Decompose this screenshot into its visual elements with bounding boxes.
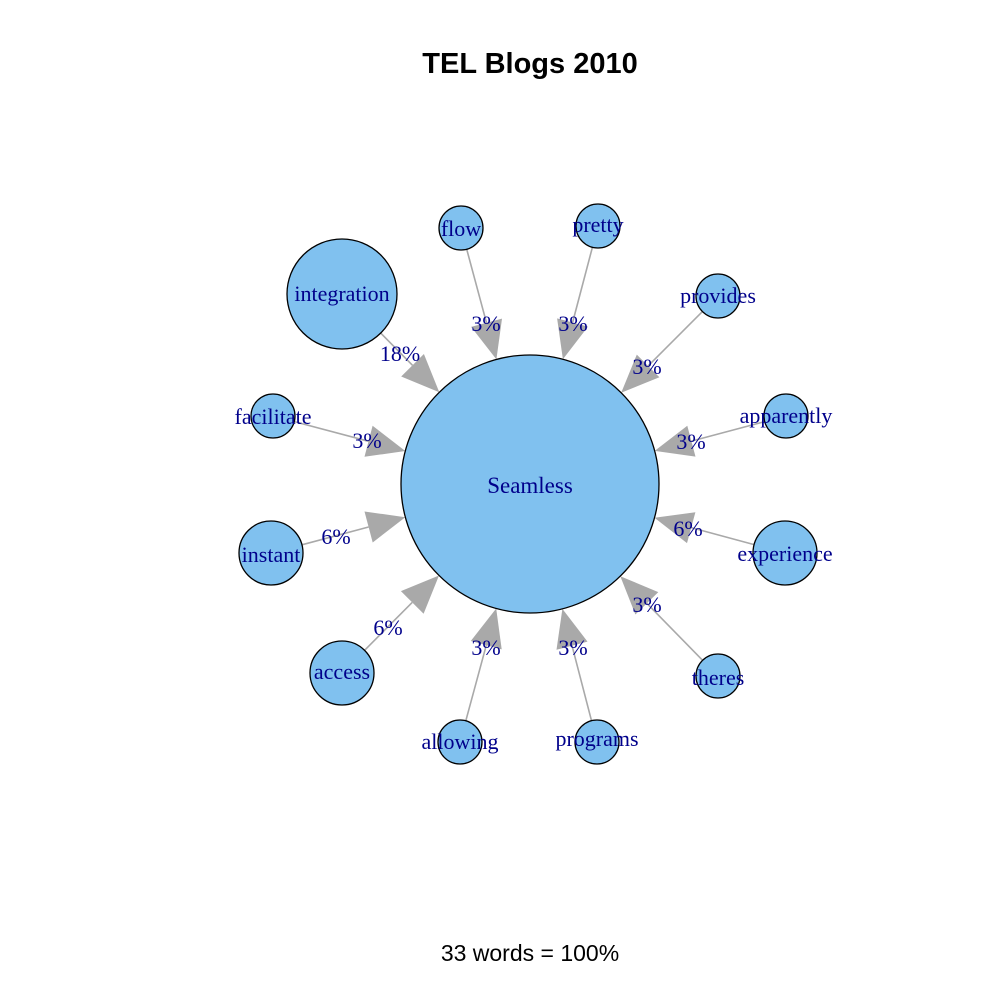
arrowhead-theres xyxy=(620,576,659,615)
node-pretty xyxy=(575,203,621,249)
arrowhead-pretty xyxy=(557,318,588,360)
edge-instant xyxy=(301,526,369,546)
nodes-layer: integration 18% flow 3% pretty 3% provides 3% ap… xyxy=(235,203,833,765)
edge-percent-flow: 3% xyxy=(471,311,500,336)
edge-experience xyxy=(690,526,755,546)
edge-programs xyxy=(571,645,593,721)
arrowhead-access xyxy=(400,575,439,614)
edge-percent-access: 6% xyxy=(373,615,402,640)
arrowhead-facilitate xyxy=(364,425,406,457)
edge-access xyxy=(364,601,413,651)
node-label-allowing: allowing xyxy=(422,729,499,754)
edge-percent-apparently: 3% xyxy=(676,429,705,454)
node-label-theres: theres xyxy=(692,665,745,690)
node-label-experience: experience xyxy=(737,541,832,566)
node-label-programs: programs xyxy=(555,726,638,751)
edge-percent-programs: 3% xyxy=(558,635,587,660)
node-label-apparently: apparently xyxy=(740,403,833,428)
node-integration xyxy=(286,238,398,350)
arrowhead-instant xyxy=(364,511,406,543)
edge-percent-integration: 18% xyxy=(380,341,420,366)
word-count-footer: 33 words = 100% xyxy=(441,940,619,966)
node-label-integration: integration xyxy=(294,281,389,306)
edge-percent-instant: 6% xyxy=(321,524,350,549)
edges-layer xyxy=(294,247,765,722)
edge-flow xyxy=(465,248,488,324)
edge-theres xyxy=(646,602,704,661)
node-label-instant: instant xyxy=(242,542,301,567)
edge-facilitate xyxy=(294,420,369,443)
node-experience xyxy=(752,520,818,586)
center-node-label: Seamless xyxy=(487,473,573,498)
node-provides xyxy=(695,273,741,319)
edge-percent-experience: 6% xyxy=(673,516,702,541)
edge-integration xyxy=(380,332,414,366)
node-allowing xyxy=(437,719,483,765)
node-access xyxy=(309,640,375,706)
node-label-flow: flow xyxy=(441,216,481,241)
node-flow xyxy=(438,205,484,251)
edge-apparently xyxy=(691,420,765,442)
arrowhead-programs xyxy=(556,608,588,650)
node-label-access: access xyxy=(314,659,370,684)
center-node xyxy=(400,354,660,614)
edge-percent-theres: 3% xyxy=(632,592,661,617)
edge-pretty xyxy=(571,247,594,323)
node-facilitate xyxy=(250,393,296,439)
edge-percent-pretty: 3% xyxy=(558,311,587,336)
edge-allowing xyxy=(465,644,488,722)
edge-percent-facilitate: 3% xyxy=(352,428,381,453)
arrowhead-integration xyxy=(401,354,440,393)
node-apparently xyxy=(763,393,809,439)
edge-percent-provides: 3% xyxy=(632,354,661,379)
arrowhead-apparently xyxy=(654,425,696,457)
node-label-pretty: pretty xyxy=(572,212,623,237)
node-label-provides: provides xyxy=(680,283,756,308)
arrowhead-experience xyxy=(654,512,696,544)
edge-provides xyxy=(647,311,703,367)
edge-percent-allowing: 3% xyxy=(471,635,500,660)
arrowhead-flow xyxy=(471,318,502,360)
arrowhead-provides xyxy=(621,354,660,393)
node-label-facilitate: facilitate xyxy=(235,404,312,429)
node-theres xyxy=(695,653,741,699)
arrowhead-allowing xyxy=(470,608,502,650)
node-programs xyxy=(574,719,620,765)
node-instant xyxy=(238,520,304,586)
diagram-title: TEL Blogs 2010 xyxy=(422,48,637,80)
